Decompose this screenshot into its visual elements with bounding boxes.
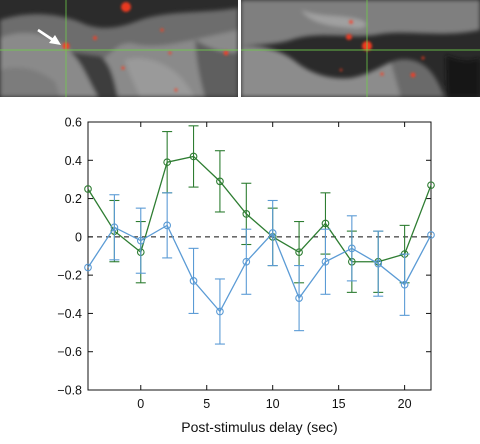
plot-area <box>87 121 432 391</box>
activation-spot <box>349 20 353 24</box>
series-line <box>87 224 432 313</box>
activation-spot <box>346 34 352 40</box>
data-point <box>268 229 277 237</box>
data-point <box>374 259 383 268</box>
x-tick-label: 5 <box>203 397 210 411</box>
data-point <box>242 210 251 218</box>
data-point <box>163 158 172 167</box>
data-point <box>189 152 198 161</box>
data-point <box>321 219 330 228</box>
y-tick-label: 0.4 <box>65 154 82 168</box>
y-tick-label: 0.6 <box>65 116 82 130</box>
activation-spot <box>339 68 343 72</box>
x-tick-label: 20 <box>398 397 412 411</box>
y-tick-label: −0.4 <box>57 307 82 321</box>
data-point <box>242 257 251 266</box>
y-tick-label: 0 <box>75 230 82 244</box>
data-point <box>400 280 409 289</box>
activation-spot <box>421 56 425 60</box>
y-tick-label: −0.2 <box>57 269 82 283</box>
y-tick-label: −0.6 <box>57 345 82 359</box>
activation-spot <box>174 88 178 92</box>
data-point <box>295 294 303 302</box>
data-point <box>427 231 435 239</box>
series-line <box>87 155 432 263</box>
y-tick-label: −0.8 <box>57 384 82 398</box>
x-tick-label: 10 <box>266 397 280 411</box>
x-tick-label: 0 <box>137 397 144 411</box>
data-point <box>347 244 356 253</box>
activation-spot <box>410 72 416 78</box>
data-point <box>84 263 92 272</box>
activation-spot <box>223 50 229 56</box>
series-2 <box>84 192 435 345</box>
arrow-icon <box>37 28 61 45</box>
y-tick-label: 0.2 <box>65 192 82 206</box>
activation-spot <box>93 36 97 40</box>
series-1 <box>84 125 435 293</box>
data-point <box>84 185 92 193</box>
x-axis-label: Post-stimulus delay (sec) <box>181 419 337 435</box>
data-point <box>110 223 119 232</box>
data-point <box>216 307 224 316</box>
brain-scan-left <box>0 0 238 97</box>
activation-spot <box>121 66 125 70</box>
activation-spot <box>160 28 164 32</box>
data-point <box>189 277 198 285</box>
activation-spot <box>121 2 131 12</box>
data-point <box>295 248 303 257</box>
data-point <box>136 236 145 245</box>
line-chart: 0.6 0.4 0.2 0 −0.2 −0.4 −0.6 −0.8 0 5 10 15 20 Post-… <box>57 116 435 435</box>
activation-spot <box>380 72 384 76</box>
data-point <box>216 177 224 186</box>
activation-spot <box>168 51 172 55</box>
brain-scan-right <box>241 0 480 97</box>
x-tick-label: 15 <box>332 397 346 411</box>
data-point <box>321 257 330 266</box>
data-point <box>163 221 172 230</box>
data-point <box>427 181 435 190</box>
